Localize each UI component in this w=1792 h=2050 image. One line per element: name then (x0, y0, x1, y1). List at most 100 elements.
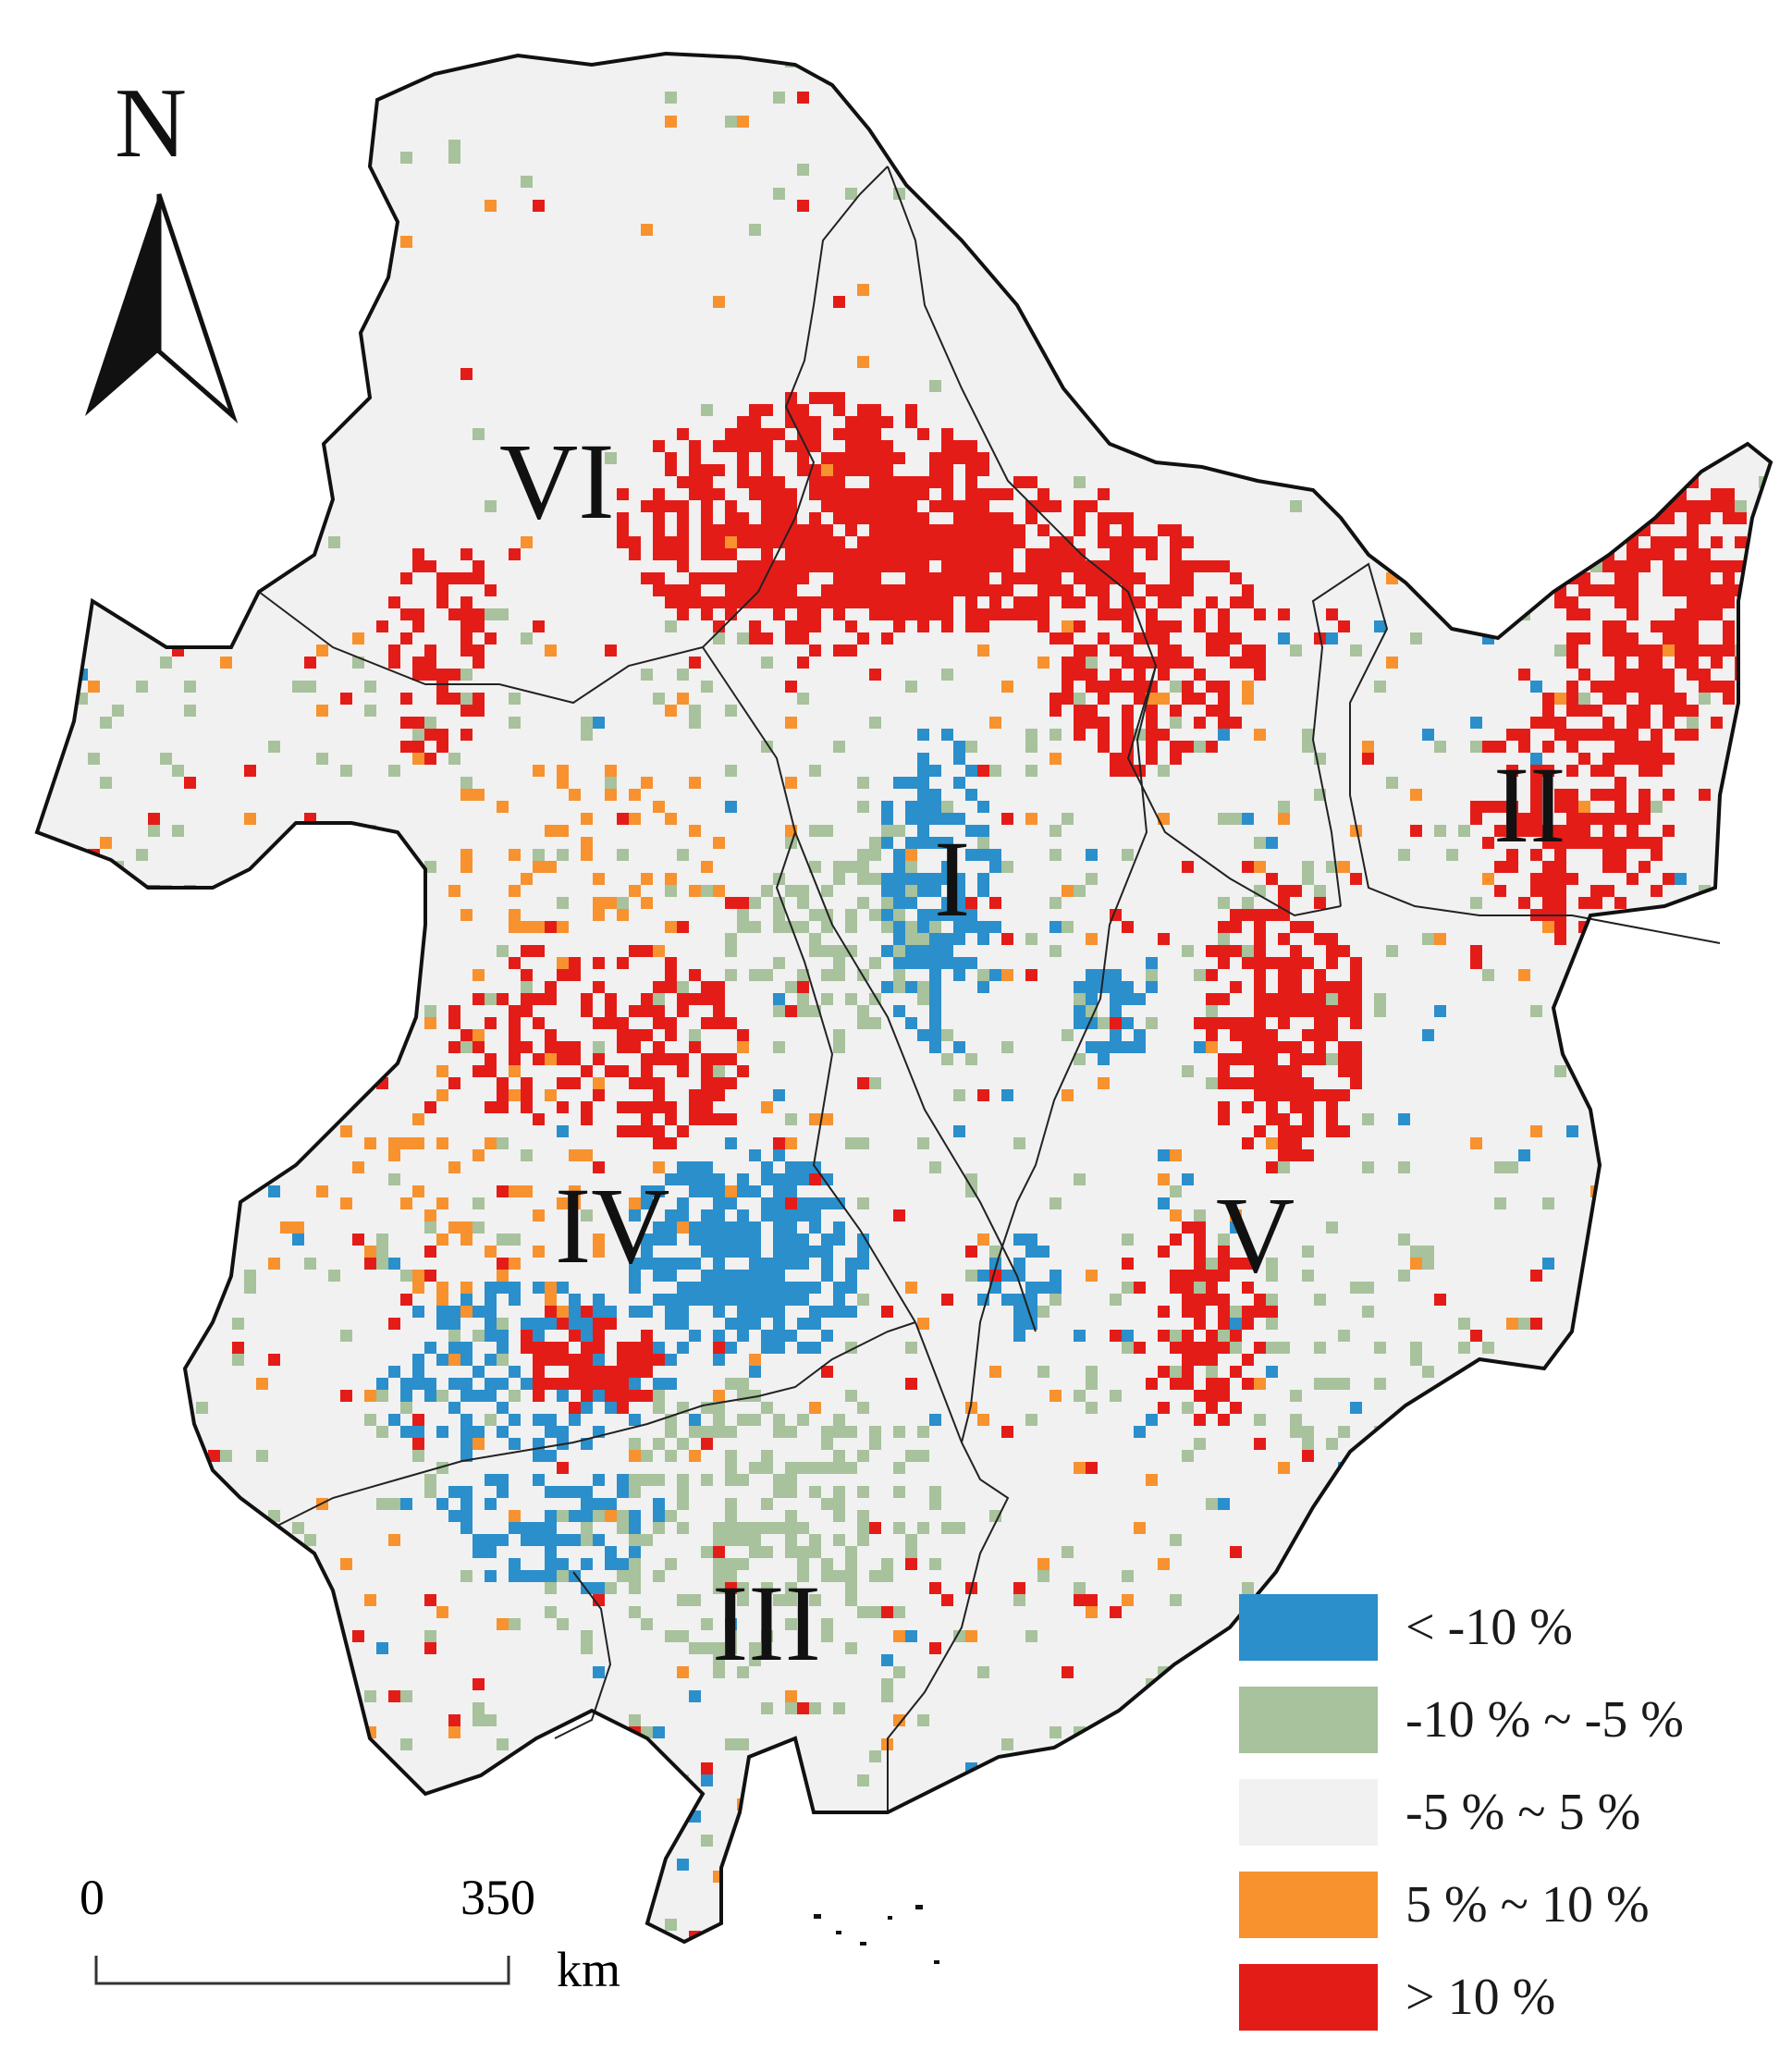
map-pixel (941, 464, 953, 476)
map-pixel (1254, 837, 1266, 849)
map-pixel (785, 1173, 797, 1185)
map-pixel (545, 921, 557, 933)
map-pixel (617, 1366, 629, 1378)
map-pixel (497, 801, 509, 813)
map-pixel (1290, 1065, 1302, 1077)
map-pixel (749, 1534, 761, 1546)
map-pixel (701, 596, 713, 608)
map-pixel (569, 957, 581, 969)
islands (814, 1905, 939, 1964)
legend-item: < -10 % (1239, 1581, 1775, 1674)
map-pixel (929, 1486, 941, 1498)
map-pixel (1230, 1017, 1242, 1029)
map-pixel (1602, 813, 1614, 825)
map-pixel (1530, 801, 1542, 813)
map-pixel (701, 1221, 713, 1234)
map-pixel (833, 1486, 845, 1498)
map-pixel (509, 1185, 521, 1197)
map-pixel (1206, 1498, 1218, 1510)
map-pixel (845, 428, 857, 440)
map-pixel (953, 440, 965, 452)
map-pixel (37, 1029, 40, 1041)
map-pixel (797, 1258, 809, 1270)
map-pixel (448, 1077, 460, 1089)
map-pixel (1590, 1498, 1602, 1510)
map-pixel (1278, 957, 1290, 969)
map-pixel (328, 1823, 340, 1835)
map-pixel (605, 1017, 617, 1029)
map-pixel (569, 1486, 581, 1498)
map-pixel (473, 1029, 485, 1041)
map-pixel (701, 681, 713, 693)
map-pixel (1602, 536, 1614, 548)
map-pixel (1350, 825, 1362, 837)
map-pixel (845, 1282, 857, 1294)
map-pixel (545, 1570, 557, 1582)
map-pixel (533, 1053, 545, 1065)
map-pixel (412, 1450, 424, 1462)
map-pixel (977, 981, 989, 993)
map-pixel (881, 500, 893, 512)
map-pixel (256, 1642, 268, 1654)
map-pixel (665, 452, 677, 464)
map-pixel (1590, 1270, 1602, 1282)
map-pixel (917, 825, 929, 837)
map-pixel (1590, 116, 1602, 128)
map-pixel (953, 1522, 965, 1534)
map-pixel (136, 1594, 148, 1606)
map-pixel (1314, 452, 1326, 464)
map-pixel (436, 1798, 448, 1811)
map-pixel (460, 572, 473, 584)
map-pixel (1158, 693, 1170, 705)
map-pixel (641, 1029, 653, 1041)
map-pixel (893, 584, 905, 596)
map-pixel (1158, 1798, 1170, 1811)
map-pixel (1663, 632, 1675, 644)
map-pixel (1530, 885, 1542, 897)
map-pixel (797, 1570, 809, 1582)
map-pixel (1086, 669, 1098, 681)
map-pixel (605, 1318, 617, 1330)
map-pixel (1218, 1077, 1230, 1089)
map-pixel (605, 897, 617, 909)
map-pixel (1639, 837, 1651, 849)
map-pixel (1554, 861, 1566, 873)
map-pixel (1530, 1450, 1542, 1462)
map-pixel (1687, 729, 1699, 741)
map-pixel (797, 1234, 809, 1246)
map-pixel (1074, 1017, 1086, 1029)
map-pixel (725, 1234, 737, 1246)
map-pixel (184, 981, 196, 993)
map-pixel (701, 1835, 713, 1847)
map-pixel (905, 933, 917, 945)
map-pixel (1314, 1053, 1326, 1065)
map-pixel (953, 452, 965, 464)
map-pixel (1242, 1378, 1254, 1390)
map-pixel (737, 1738, 749, 1750)
map-pixel (1626, 440, 1639, 452)
map-pixel (473, 428, 485, 440)
map-pixel (833, 1282, 845, 1294)
map-pixel (1687, 548, 1699, 560)
map-pixel (857, 1486, 869, 1498)
map-pixel (1182, 681, 1194, 693)
map-pixel (1687, 608, 1699, 620)
map-pixel (581, 1630, 593, 1642)
map-pixel (1254, 1065, 1266, 1077)
map-pixel (1578, 825, 1590, 837)
map-pixel (917, 981, 929, 993)
map-pixel (845, 921, 857, 933)
map-pixel (953, 873, 965, 885)
map-pixel (136, 608, 148, 620)
map-pixel (821, 1570, 833, 1582)
map-pixel (1530, 849, 1542, 861)
map-pixel (1494, 885, 1506, 897)
map-pixel (1735, 644, 1747, 657)
map-pixel (653, 801, 665, 813)
map-pixel (1170, 1270, 1182, 1282)
map-pixel (785, 416, 797, 428)
map-pixel (473, 1390, 485, 1402)
map-pixel (1338, 993, 1350, 1005)
map-pixel (232, 1342, 244, 1354)
map-pixel (1699, 596, 1711, 608)
